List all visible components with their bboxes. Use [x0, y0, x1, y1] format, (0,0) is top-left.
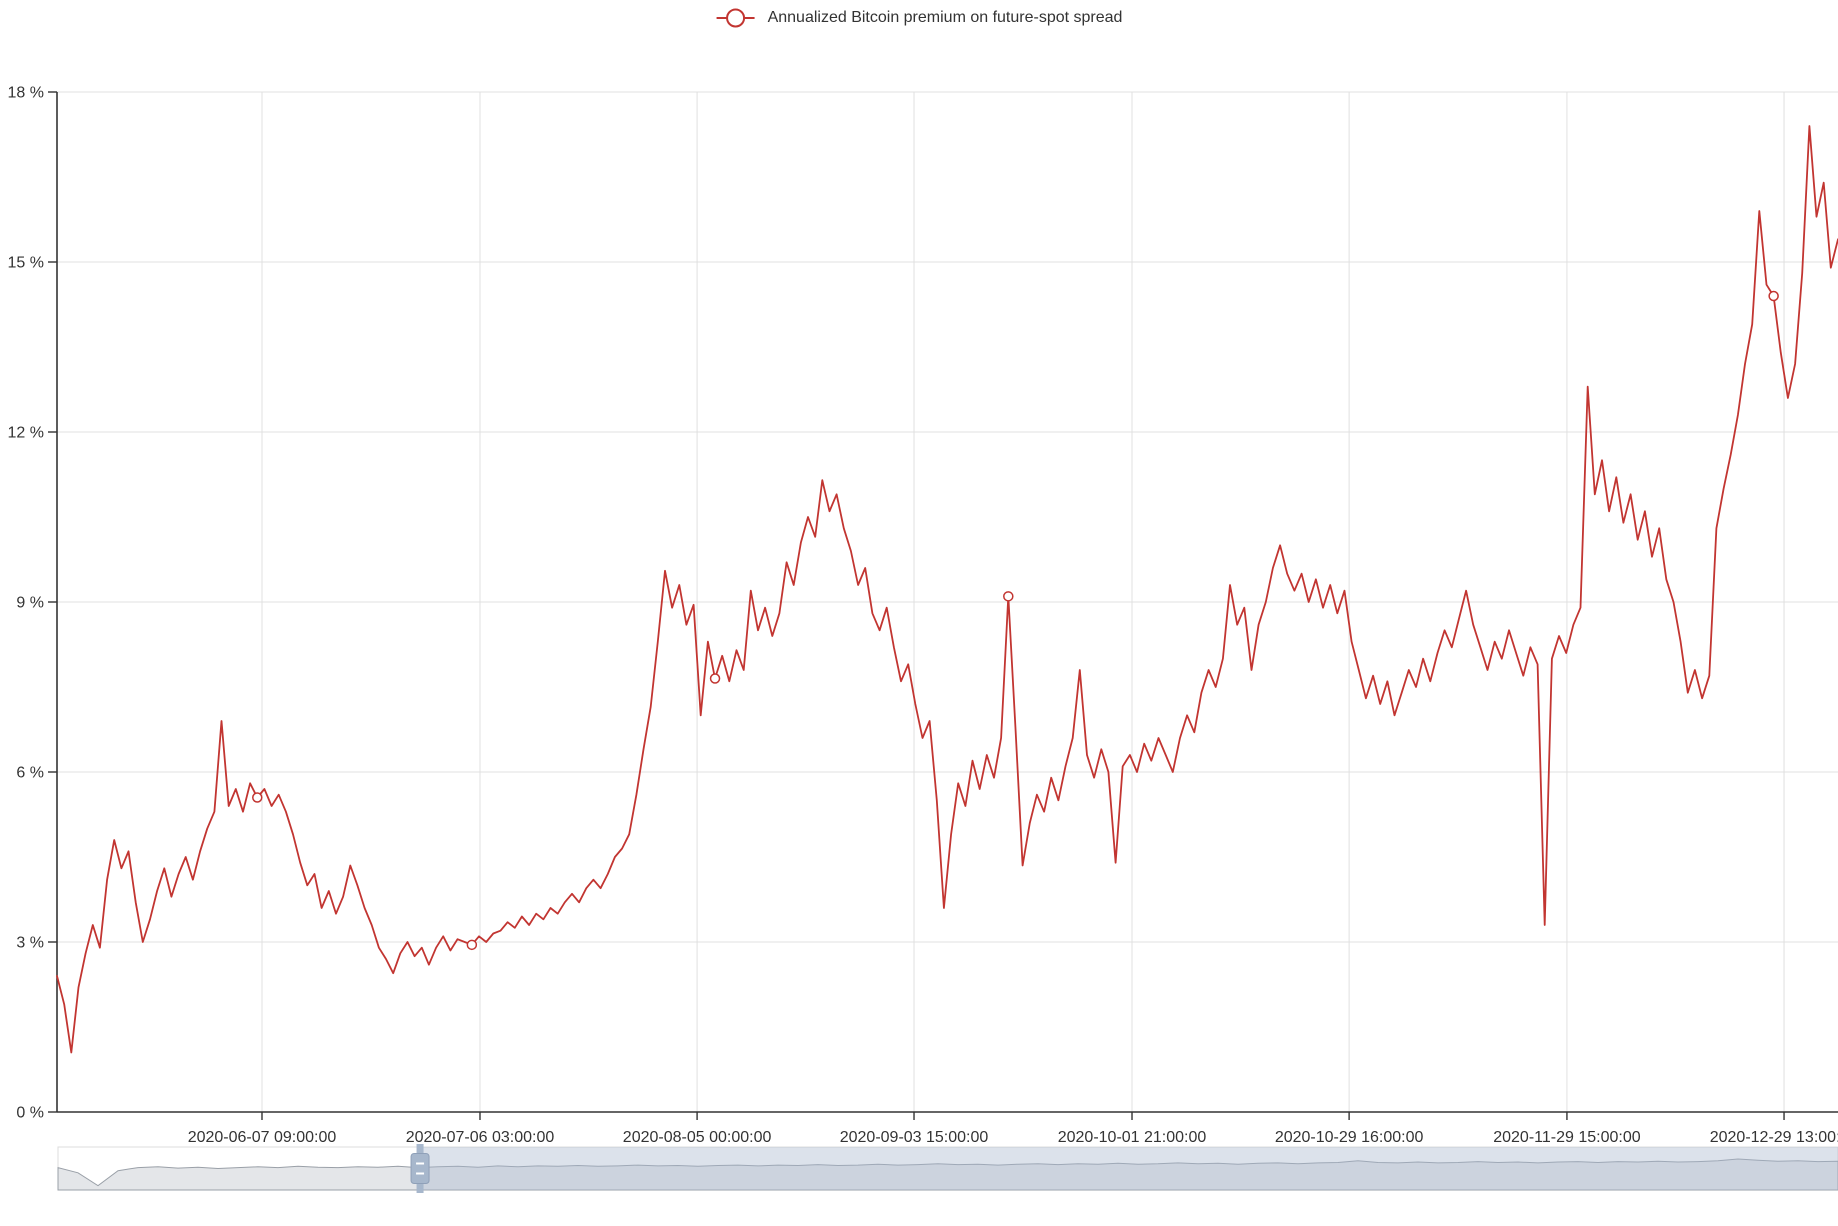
y-axis-label: 18 % — [8, 85, 44, 102]
x-axis-label: 2020-08-05 00:00:00 — [623, 1129, 772, 1146]
series-point-marker — [1768, 290, 1779, 302]
x-axis-label: 2020-11-29 15:00:00 — [1493, 1129, 1640, 1146]
plot-area[interactable] — [57, 92, 1838, 1112]
legend-item[interactable]: Annualized Bitcoin premium on future-spo… — [716, 4, 1123, 32]
legend-label: Annualized Bitcoin premium on future-spo… — [767, 9, 1123, 26]
y-axis-label: 0 % — [16, 1105, 44, 1122]
y-axis-label: 15 % — [8, 255, 44, 272]
series-point-marker — [466, 939, 478, 951]
navigator-handle[interactable] — [410, 1153, 430, 1184]
y-axis-label: 6 % — [16, 765, 44, 782]
x-axis-label: 2020-07-06 03:00:00 — [406, 1129, 555, 1146]
series-point-marker — [252, 792, 263, 803]
x-axis-label: 2020-10-29 16:00:00 — [1275, 1129, 1424, 1146]
series-line — [56, 125, 1838, 1054]
legend-line-marker-icon — [716, 8, 755, 28]
x-axis-label: 2020-06-07 09:00:00 — [188, 1129, 337, 1146]
x-axis-label: 2020-12-29 13:00:00 — [1710, 1129, 1838, 1146]
y-axis-label: 3 % — [16, 935, 44, 952]
series-point-marker — [1003, 591, 1014, 602]
navigator-selected-region[interactable] — [420, 1147, 1838, 1190]
navigator-data-shadow — [57, 1158, 1838, 1191]
y-axis-label: 9 % — [16, 595, 44, 612]
y-axis-label: 12 % — [8, 425, 44, 442]
x-axis-label: 2020-09-03 15:00:00 — [840, 1129, 989, 1146]
series-point-marker — [709, 673, 721, 684]
x-axis-label: 2020-10-01 21:00:00 — [1058, 1129, 1207, 1146]
